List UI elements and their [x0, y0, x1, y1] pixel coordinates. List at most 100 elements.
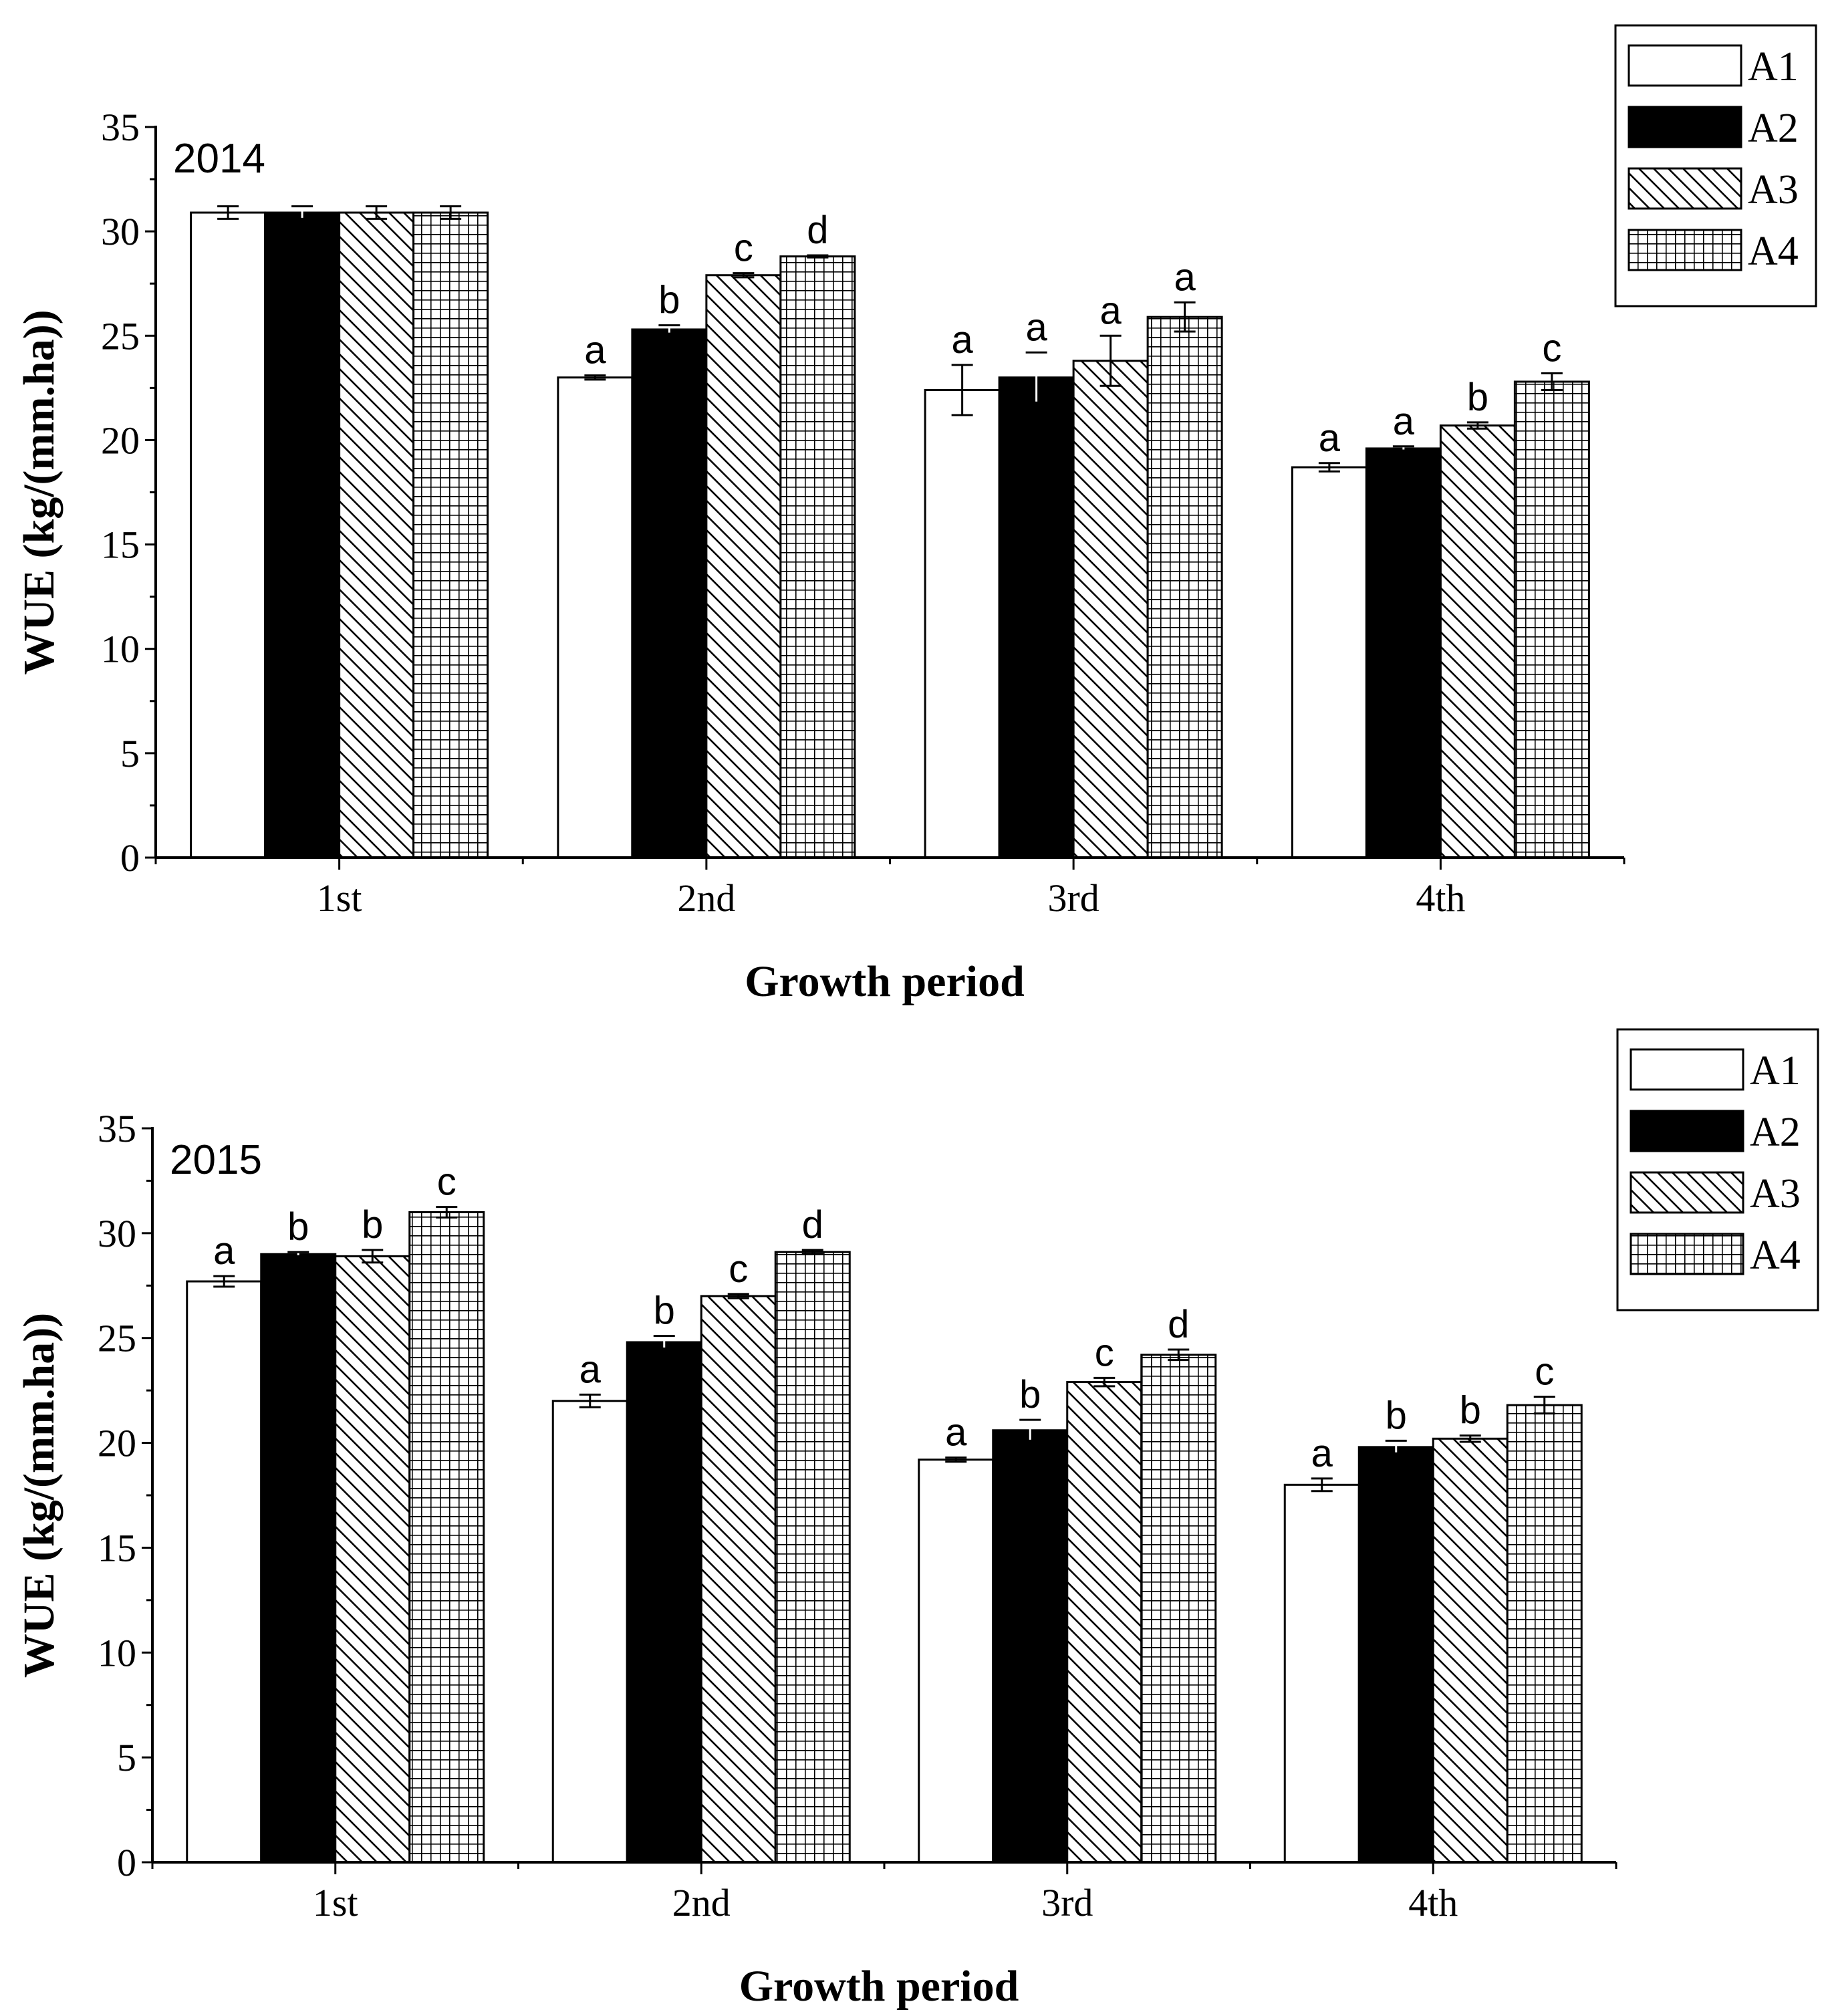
- panel-label: 2014: [173, 136, 265, 182]
- bar-A4-1st: [412, 211, 489, 859]
- legend-swatch-A1: [1627, 44, 1742, 87]
- legend: A1 A2 A3 A4: [1616, 1028, 1819, 1311]
- significance-label: b: [1386, 1394, 1407, 1437]
- bar-A4-3rd: [1146, 316, 1223, 859]
- error-bar: [1459, 1434, 1481, 1443]
- legend-swatch-A3: [1627, 167, 1742, 210]
- legend-label: A2: [1750, 1110, 1801, 1155]
- bar-A2-1st: [264, 211, 341, 859]
- error-bar: [436, 1206, 458, 1219]
- error-bar: [1174, 301, 1196, 333]
- x-tick-label: 4th: [1416, 876, 1465, 920]
- bar-A1-4th: [1283, 1483, 1360, 1864]
- significance-label: a: [1311, 1432, 1333, 1475]
- error-bar: [1311, 1477, 1333, 1493]
- error-bar: [1466, 421, 1488, 430]
- legend-label: A4: [1750, 1233, 1801, 1278]
- significance-label: a: [1319, 416, 1341, 460]
- bar-A3-2nd: [705, 274, 782, 859]
- x-axis-title: Growth period: [739, 1962, 1019, 2011]
- x-tick-label: 1st: [313, 1881, 358, 1924]
- legend-swatch-A1: [1630, 1048, 1744, 1091]
- error-bar: [217, 205, 239, 220]
- significance-label: a: [1025, 305, 1047, 349]
- bar-A2-1st: [260, 1253, 337, 1864]
- error-bar: [1025, 351, 1047, 404]
- bar-A3-1st: [338, 211, 415, 859]
- error-bar: [440, 205, 462, 220]
- legend-swatch-A4: [1630, 1233, 1744, 1275]
- significance-label: b: [1467, 376, 1488, 419]
- bar-A1-1st: [186, 1280, 263, 1864]
- significance-label: b: [1019, 1373, 1041, 1416]
- bar-A2-3rd: [992, 1429, 1069, 1864]
- bar-A4-4th: [1506, 1404, 1583, 1864]
- error-bar: [1168, 1348, 1190, 1362]
- significance-label: b: [362, 1203, 383, 1247]
- error-bar: [658, 324, 680, 335]
- y-tick-label: 10: [101, 628, 140, 671]
- bar-A2-4th: [1357, 1446, 1434, 1864]
- chart-2014: a a a b a a c a b d a c 0 5 10 15 20 25 30 35 1st 2nd 3rd 4th Gr…: [15, 24, 1817, 1006]
- y-tick-label: 5: [117, 1736, 136, 1779]
- legend-label: A1: [1750, 1048, 1801, 1094]
- y-tick-label: 20: [98, 1422, 136, 1465]
- y-axis-title: WUE (kg/(mm.ha)): [15, 309, 63, 674]
- significance-label: c: [734, 227, 753, 270]
- bar-A3-3rd: [1066, 1381, 1143, 1864]
- significance-label: c: [1095, 1331, 1114, 1374]
- error-bar: [366, 205, 388, 220]
- error-bar: [1392, 445, 1414, 452]
- series-A3: b c c b: [334, 1203, 1509, 1864]
- y-tick-label: 30: [98, 1212, 136, 1255]
- bar-A3-1st: [334, 1255, 411, 1864]
- x-tick-label: 3rd: [1047, 876, 1099, 920]
- legend-label: A4: [1748, 229, 1799, 274]
- error-bar: [807, 254, 829, 259]
- error-bar: [801, 1249, 823, 1255]
- significance-label: d: [802, 1203, 823, 1247]
- series-A1: a a a: [190, 205, 1367, 859]
- legend-swatch-A2: [1630, 1110, 1744, 1152]
- bar-A4-2nd: [774, 1251, 851, 1864]
- bar-A1-2nd: [557, 376, 634, 859]
- y-tick-label: 25: [98, 1317, 136, 1360]
- error-bar: [1533, 1396, 1555, 1415]
- significance-label: d: [1168, 1303, 1189, 1346]
- error-bar: [1019, 1418, 1041, 1442]
- significance-label: b: [658, 279, 680, 322]
- bar-A1-3rd: [918, 1459, 995, 1864]
- legend: A1 A2 A3 A4: [1614, 24, 1817, 307]
- bar-A2-2nd: [631, 328, 708, 859]
- significance-label: a: [951, 318, 973, 362]
- bar-A1-4th: [1291, 466, 1367, 859]
- y-tick-label: 5: [120, 732, 140, 775]
- y-axis-title: WUE (kg/(mm.ha)): [15, 1313, 63, 1678]
- legend-label: A3: [1750, 1171, 1801, 1217]
- significance-label: d: [807, 209, 828, 252]
- error-bar: [653, 1335, 675, 1350]
- significance-label: a: [1393, 400, 1415, 443]
- significance-label: a: [1174, 255, 1196, 299]
- significance-label: c: [1542, 326, 1561, 370]
- error-bar: [733, 272, 755, 279]
- error-bar: [579, 1393, 601, 1408]
- bar-A4-2nd: [779, 255, 856, 859]
- x-tick-label: 2nd: [677, 876, 735, 920]
- y-tick-label: 15: [101, 523, 140, 567]
- y-tick-label: 0: [120, 836, 140, 880]
- legend-swatch-A2: [1627, 106, 1742, 148]
- error-bar: [213, 1275, 235, 1288]
- y-tick-label: 30: [101, 210, 140, 253]
- x-tick-label: 4th: [1408, 1881, 1458, 1924]
- significance-label: b: [1460, 1389, 1481, 1432]
- bar-A2-2nd: [626, 1341, 702, 1864]
- bar-A2-3rd: [998, 376, 1075, 859]
- y-tick-label: 20: [101, 418, 140, 462]
- bar-A3-3rd: [1072, 360, 1149, 859]
- y-tick-label: 0: [117, 1841, 136, 1884]
- error-bar: [1093, 1376, 1116, 1388]
- bar-A1-1st: [190, 211, 267, 859]
- legend-swatch-A4: [1627, 229, 1742, 271]
